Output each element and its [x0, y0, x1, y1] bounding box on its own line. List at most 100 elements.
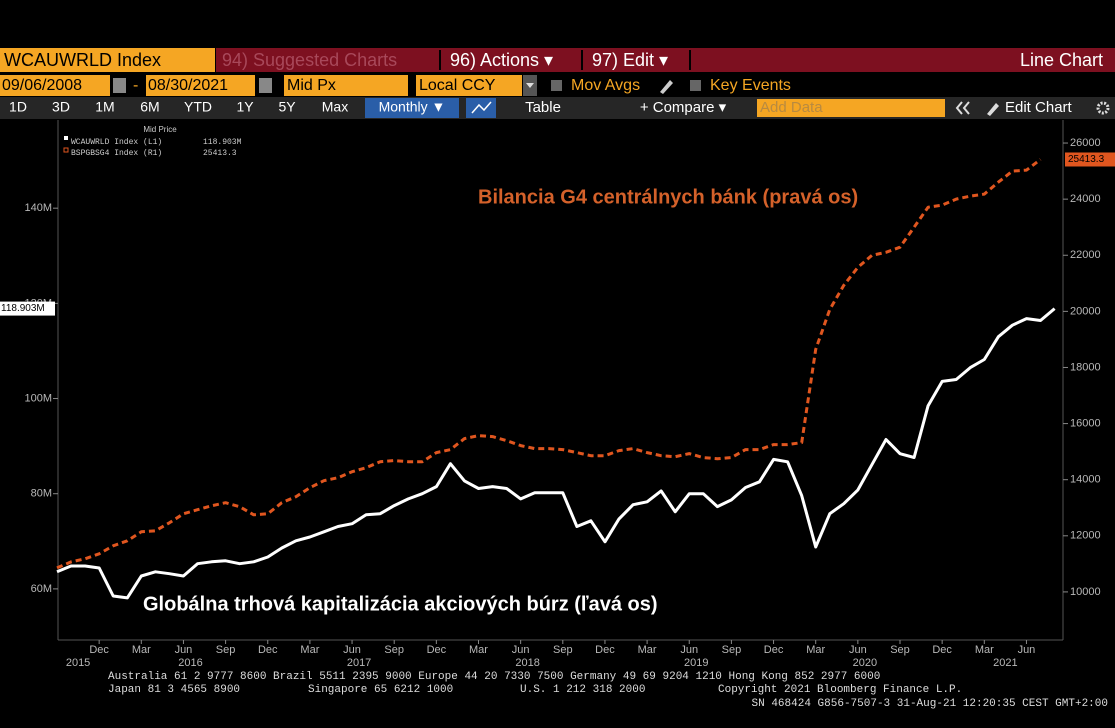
y-tick-label: 100M — [24, 392, 52, 404]
annotation: Bilancia G4 centrálnych bánk (pravá os) — [478, 186, 858, 208]
dash: - — [133, 77, 138, 94]
checkbox[interactable] — [551, 80, 562, 91]
menu-item[interactable]: 97) Edit ▾ — [592, 50, 668, 70]
x-tick-label: Dec — [595, 644, 615, 656]
period[interactable]: 1M — [95, 99, 114, 115]
series-line — [56, 158, 1042, 570]
table[interactable]: Table — [525, 99, 561, 116]
y2-tick-label: 26000 — [1070, 137, 1101, 149]
x-tick-label: Jun — [175, 644, 193, 656]
legend-value: 118.903M — [203, 138, 242, 147]
period[interactable]: YTD — [184, 99, 212, 115]
x-tick-label: Jun — [849, 644, 867, 656]
legend-name: BSPGBSG4 Index (R1) — [71, 149, 162, 158]
compare[interactable]: + Compare ▾ — [640, 99, 727, 116]
footer-text: Singapore 65 6212 1000 — [308, 684, 453, 696]
x-tick-label: Jun — [512, 644, 530, 656]
last-value-box — [1065, 152, 1115, 167]
footer-text: SN 468424 G856-7507-3 31-Aug-21 12:20:35… — [752, 698, 1108, 710]
x-tick-label: Dec — [932, 644, 952, 656]
period[interactable]: 1Y — [236, 99, 254, 115]
pencil-icon[interactable] — [660, 80, 673, 94]
y2-tick-label: 20000 — [1070, 305, 1101, 317]
period[interactable]: 5Y — [278, 99, 296, 115]
add-data[interactable]: Add Data — [760, 99, 823, 116]
field[interactable]: Mid Px — [287, 77, 336, 94]
collapse-icon[interactable] — [955, 101, 970, 115]
period[interactable]: Max — [322, 99, 348, 115]
gear-icon[interactable] — [1096, 101, 1110, 115]
y-tick-label: 80M — [31, 488, 52, 500]
x-tick-label: Sep — [722, 644, 742, 656]
x-tick-label: Mar — [132, 644, 151, 656]
pencil-icon[interactable] — [987, 103, 999, 116]
option[interactable]: Key Events — [710, 77, 791, 94]
option[interactable]: Mov Avgs — [571, 77, 640, 94]
add-data-box[interactable] — [757, 99, 945, 117]
x-tick-label: Sep — [384, 644, 404, 656]
calendar-icon[interactable] — [259, 78, 272, 93]
calendar-icon[interactable] — [113, 78, 126, 93]
legend-swatch — [63, 147, 69, 153]
y2-tick-label: 18000 — [1070, 361, 1101, 373]
x-tick-label: Mar — [806, 644, 825, 656]
x-tick-label: Mar — [975, 644, 994, 656]
x-tick-label: Dec — [764, 644, 784, 656]
period[interactable]: 1D — [9, 99, 27, 115]
legend-title: Mid Price — [143, 125, 177, 134]
chart-icon — [471, 101, 492, 114]
x-year-label: 2016 — [178, 657, 202, 669]
period[interactable]: 3D — [52, 99, 70, 115]
end-date[interactable]: 08/30/2021 — [148, 77, 228, 94]
frequency-box[interactable] — [365, 98, 459, 118]
x-tick-label: Sep — [216, 644, 236, 656]
period[interactable]: 6M — [140, 99, 159, 115]
legend-name: WCAUWRLD Index (L1) — [71, 138, 162, 147]
x-tick-label: Mar — [638, 644, 657, 656]
y2-tick-label: 22000 — [1070, 249, 1101, 261]
x-tick-label: Jun — [1018, 644, 1036, 656]
y2-tick-label: 24000 — [1070, 193, 1101, 205]
edit-chart[interactable]: Edit Chart — [1005, 99, 1073, 116]
security: WCAUWRLD Index — [4, 50, 161, 70]
y2-tick-label: 12000 — [1070, 530, 1101, 542]
x-year-label: 2019 — [684, 657, 708, 669]
security-box[interactable] — [0, 48, 215, 72]
last-value: 25413.3 — [1068, 154, 1105, 165]
frequency[interactable]: Monthly ▼ — [379, 99, 446, 115]
x-year-label: 2015 — [66, 657, 90, 669]
x-tick-label: Sep — [553, 644, 573, 656]
date-box[interactable] — [146, 75, 255, 96]
currency-box[interactable] — [416, 75, 522, 96]
x-year-label: 2021 — [993, 657, 1017, 669]
currency[interactable]: Local CCY — [419, 77, 496, 94]
menu-item[interactable]: 94) Suggested Charts — [222, 50, 397, 70]
x-tick-label: Dec — [427, 644, 447, 656]
x-tick-label: Dec — [258, 644, 278, 656]
x-tick-label: Mar — [469, 644, 488, 656]
x-tick-label: Sep — [890, 644, 910, 656]
menu-item[interactable]: 96) Actions ▾ — [450, 50, 553, 70]
legend-swatch — [64, 136, 68, 140]
y2-tick-label: 10000 — [1070, 586, 1101, 598]
date-box[interactable] — [0, 75, 110, 96]
x-year-label: 2018 — [515, 657, 539, 669]
dropdown-arrow — [526, 83, 534, 88]
y2-tick-label: 14000 — [1070, 474, 1101, 486]
x-tick-label: Jun — [680, 644, 698, 656]
y-tick-label: 140M — [24, 202, 52, 214]
x-year-label: 2020 — [853, 657, 877, 669]
x-tick-label: Jun — [343, 644, 361, 656]
annotation: Globálna trhová kapitalizácia akciových … — [143, 593, 658, 615]
start-date[interactable]: 09/06/2008 — [2, 77, 82, 94]
field-box[interactable] — [284, 75, 408, 96]
series-line — [56, 307, 1056, 600]
legend-value: 25413.3 — [203, 149, 237, 158]
x-tick-label: Dec — [89, 644, 109, 656]
checkbox[interactable] — [690, 80, 701, 91]
chart-kind: Line Chart — [1020, 50, 1103, 70]
footer-text: Japan 81 3 4565 8900 — [108, 684, 240, 696]
